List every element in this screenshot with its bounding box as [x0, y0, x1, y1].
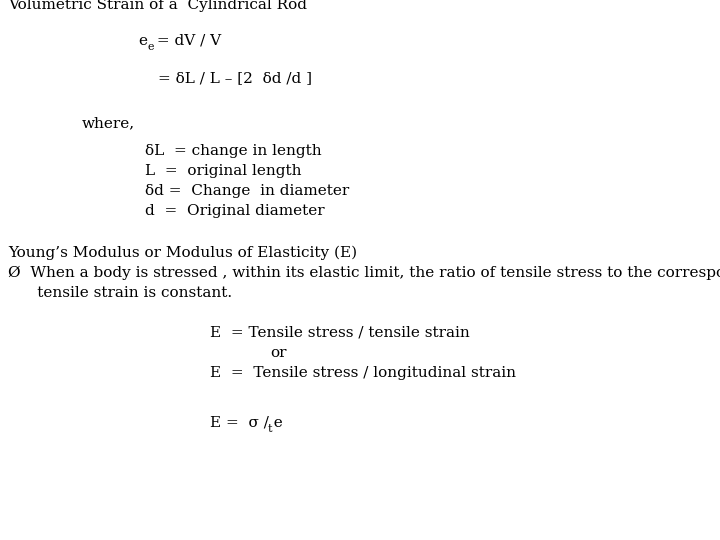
- Text: Ø  When a body is stressed , within its elastic limit, the ratio of tensile stre: Ø When a body is stressed , within its e…: [8, 266, 720, 280]
- Text: E =  σ / e: E = σ / e: [210, 416, 283, 430]
- Text: L  =  original length: L = original length: [145, 164, 302, 178]
- Text: = δL / L – [2  δd /d ]: = δL / L – [2 δd /d ]: [158, 71, 312, 85]
- Text: e: e: [138, 34, 147, 48]
- Text: δL  = change in length: δL = change in length: [145, 144, 322, 158]
- Text: t: t: [268, 424, 272, 434]
- Text: E  =  Tensile stress / longitudinal strain: E = Tensile stress / longitudinal strain: [210, 366, 516, 380]
- Text: tensile strain is constant.: tensile strain is constant.: [8, 286, 232, 300]
- Text: E  = Tensile stress / tensile strain: E = Tensile stress / tensile strain: [210, 326, 469, 340]
- Text: or: or: [270, 346, 287, 360]
- Text: e: e: [147, 42, 153, 52]
- Text: Volumetric Strain of a  Cylindrical Rod: Volumetric Strain of a Cylindrical Rod: [8, 0, 307, 12]
- Text: Young’s Modulus or Modulus of Elasticity (E): Young’s Modulus or Modulus of Elasticity…: [8, 246, 357, 260]
- Text: where,: where,: [82, 116, 135, 130]
- Text: δd =  Change  in diameter: δd = Change in diameter: [145, 184, 349, 198]
- Text: d  =  Original diameter: d = Original diameter: [145, 204, 325, 218]
- Text: = dV / V: = dV / V: [152, 34, 221, 48]
